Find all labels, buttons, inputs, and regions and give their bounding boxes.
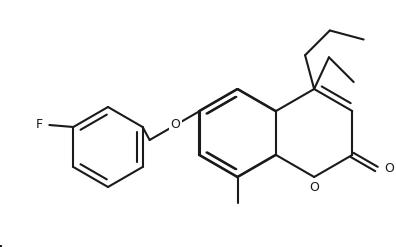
Text: O: O: [385, 163, 394, 175]
Text: F: F: [36, 119, 43, 131]
Text: O: O: [171, 119, 181, 131]
Text: O: O: [309, 181, 319, 194]
